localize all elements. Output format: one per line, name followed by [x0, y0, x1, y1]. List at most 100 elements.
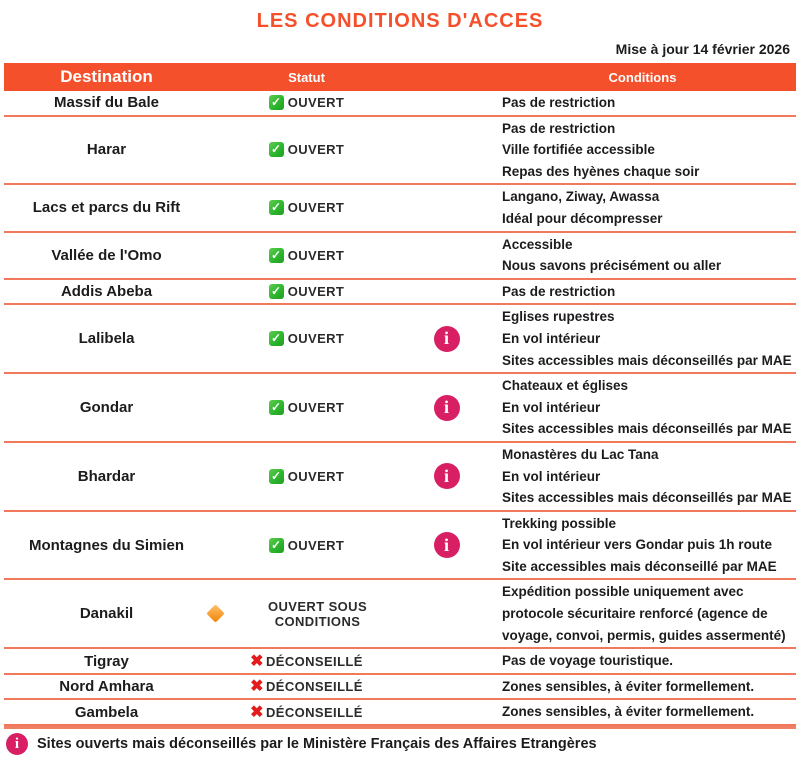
info-cell — [404, 281, 489, 302]
table-row: Addis Abeba OUVERT Pas de restriction — [4, 280, 796, 306]
info-cell: i — [404, 394, 489, 421]
destination-cell: Lacs et parcs du Rift — [32, 199, 181, 217]
conditions-cell: Pas de voyage touristique. — [489, 650, 796, 672]
conditions-cell: Zones sensibles, à éviter formellement. — [489, 676, 796, 698]
table-row: Danakil OUVERT SOUS CONDITIONS Expédition … — [4, 580, 796, 650]
condition-line: Site accessibles mais déconseillé par MA… — [502, 558, 777, 574]
destination-cell: Harar — [86, 141, 127, 159]
destination-cell: Nord Amhara — [59, 678, 154, 696]
status-cell: OUVERT — [209, 139, 404, 160]
info-icon: i — [433, 394, 460, 421]
conditions-cell: Expédition possible uniquement avec proto… — [489, 581, 796, 646]
column-header-destination: Destination — [60, 67, 153, 86]
conditions-cell: Zones sensibles, à éviter formellement. — [489, 701, 796, 723]
table-body: Massif du BaleOUVERTPas de restrictionHa… — [4, 91, 796, 727]
destination-cell: Tigray — [84, 652, 129, 670]
condition-line: Eglises rupestres — [502, 309, 615, 325]
red-cross-icon: ✖ — [250, 678, 264, 696]
conditions-cell: Monastères du Lac Tana En vol intérieur Si… — [489, 444, 796, 509]
condition-line: Pas de restriction — [502, 120, 616, 136]
destination-cell: Gambela — [74, 703, 139, 721]
info-icon: i — [433, 463, 460, 490]
status-label: OUVERT — [287, 95, 345, 111]
status-cell: OUVERT SOUS CONDITIONS — [206, 599, 404, 629]
destination-cell: Bhardar — [77, 467, 136, 485]
info-cell: i — [404, 325, 489, 352]
status-cell: ✖ DÉCONSEILLÉ — [209, 702, 404, 723]
info-cell — [404, 139, 489, 160]
table-row: Gambela ✖ DÉCONSEILLÉ Zones sensibles, à év… — [4, 700, 796, 727]
status-cell: OUVERT — [209, 281, 404, 302]
orange-diamond-icon — [206, 604, 225, 624]
column-header-statut: Statut — [288, 69, 325, 85]
condition-line: En vol intérieur — [502, 399, 601, 415]
condition-line: Sites accessibles mais déconseillés par … — [502, 421, 792, 437]
status-cell: ✖ DÉCONSEILLÉ — [209, 651, 404, 672]
green-check-icon — [268, 200, 284, 216]
status-cell: OUVERT — [209, 328, 404, 349]
info-icon: i — [433, 532, 460, 559]
status-label: OUVERT — [287, 537, 345, 553]
info-cell: i — [404, 463, 489, 490]
destination-cell: Massif du Bale — [53, 94, 160, 112]
info-cell — [404, 603, 489, 624]
destination-cell: Addis Abeba — [60, 283, 153, 301]
condition-line: protocole sécuritaire renforcé (agence d… — [502, 606, 768, 622]
status-label: DÉCONSEILLÉ — [265, 653, 363, 669]
info-cell — [404, 676, 489, 697]
status-cell: OUVERT — [209, 397, 404, 418]
info-cell: i — [404, 532, 489, 559]
condition-line: Pas de restriction — [502, 283, 616, 299]
table-row: Massif du Bale OUVERT Pas de restriction — [4, 91, 796, 117]
condition-line: Trekking possible — [502, 515, 617, 531]
status-label: DÉCONSEILLÉ — [265, 679, 363, 695]
table-row: Lalibela OUVERT i Eglises rupestres En vol i… — [4, 305, 796, 375]
page-title: LES CONDITIONS D'ACCES — [256, 10, 544, 32]
update-date: Mise à jour 14 février 2026 — [615, 41, 790, 57]
condition-line: Sites accessibles mais déconseillés par … — [502, 352, 792, 368]
conditions-table: Destination Statut Conditions Massif du … — [4, 63, 796, 727]
conditions-cell: Pas de restriction Ville fortifiée access… — [489, 118, 796, 183]
condition-line: Ville fortifiée accessible — [502, 142, 655, 158]
green-check-icon — [268, 142, 284, 158]
condition-line: Pas de voyage touristique. — [502, 653, 674, 669]
destination-cell: Gondar — [79, 399, 134, 417]
info-cell — [404, 197, 489, 218]
red-cross-icon: ✖ — [250, 652, 264, 670]
condition-line: Sites accessibles mais déconseillés par … — [502, 490, 792, 506]
table-header: Destination Statut Conditions — [4, 63, 796, 91]
table-row: Bhardar OUVERT i Monastères du Lac Tana En v… — [4, 443, 796, 512]
green-check-icon — [268, 284, 284, 300]
green-check-icon — [268, 537, 284, 553]
condition-line: Pas de restriction — [502, 95, 616, 110]
status-label: OUVERT — [287, 331, 345, 347]
table-row: Harar OUVERT Pas de restriction Ville forti… — [4, 117, 796, 186]
info-cell — [404, 702, 489, 723]
conditions-cell: Trekking possible En vol intérieur vers G… — [489, 513, 796, 578]
status-label: OUVERT — [287, 400, 345, 416]
table-row: Vallée de l'Omo OUVERT Accessible Nous savo… — [4, 233, 796, 280]
condition-line: Accessible — [502, 236, 573, 252]
destination-cell: Montagnes du Simien — [28, 536, 184, 554]
status-label: OUVERT — [287, 200, 345, 216]
info-cell — [404, 651, 489, 672]
status-cell: OUVERT — [209, 197, 404, 218]
condition-line: voyage, convoi, permis, guides asserment… — [502, 627, 786, 643]
condition-line: Expédition possible uniquement avec — [502, 584, 744, 600]
condition-line: Repas des hyènes chaque soir — [502, 163, 700, 179]
conditions-cell: Chateaux et églises En vol intérieur Sites… — [489, 375, 796, 440]
condition-line: Nous savons précisément ou aller — [502, 258, 722, 274]
info-cell — [404, 245, 489, 266]
green-check-icon — [268, 468, 284, 484]
condition-line: Chateaux et églises — [502, 378, 629, 394]
info-cell — [404, 92, 489, 113]
footer-text: Sites ouverts mais déconseillés par le M… — [37, 736, 597, 753]
table-row: Gondar OUVERT i Chateaux et églises En vol i… — [4, 374, 796, 443]
column-header-conditions: Conditions — [608, 69, 677, 85]
status-cell: OUVERT — [209, 245, 404, 266]
green-check-icon — [268, 331, 284, 347]
status-label: OUVERT — [287, 468, 345, 484]
status-cell: OUVERT — [209, 466, 404, 487]
condition-line: Langano, Ziway, Awassa — [502, 189, 660, 205]
